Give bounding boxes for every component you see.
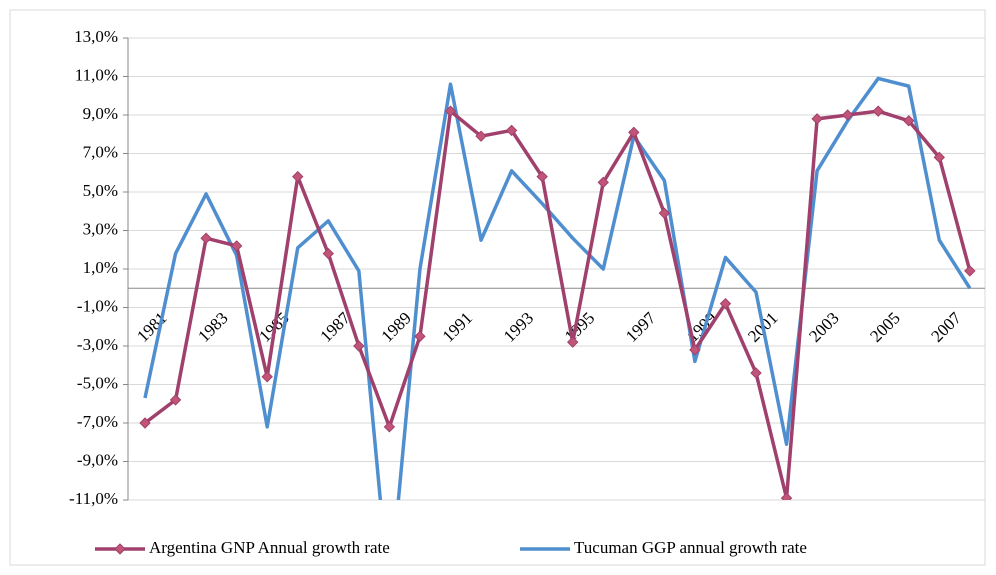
y-tick-label: -1,0% <box>77 296 118 315</box>
marker <box>933 151 946 164</box>
y-tick-label: -9,0% <box>77 450 118 469</box>
marker <box>353 340 365 352</box>
marker <box>964 265 976 277</box>
marker <box>566 336 579 348</box>
marker <box>383 421 396 433</box>
marker <box>475 130 487 142</box>
marker <box>414 330 426 343</box>
y-tick-label: 9,0% <box>83 104 118 123</box>
legend-label: Argentina GNP Annual growth rate <box>149 538 390 557</box>
marker <box>169 394 182 406</box>
marker <box>658 207 671 219</box>
marker <box>139 417 151 429</box>
y-tick-label: -7,0% <box>77 412 118 431</box>
y-tick-label: -5,0% <box>77 373 118 392</box>
marker <box>689 344 701 356</box>
legend-marker <box>114 543 126 555</box>
marker <box>780 492 793 500</box>
y-tick-label: -3,0% <box>77 335 118 354</box>
marker <box>750 367 762 379</box>
marker <box>719 297 732 310</box>
chart-frame <box>9 9 986 566</box>
marker <box>230 240 243 252</box>
series-line <box>143 76 972 500</box>
y-tick-label: -11,0% <box>69 489 118 508</box>
marker <box>628 126 640 139</box>
marker <box>505 124 518 137</box>
marker <box>322 247 335 260</box>
y-tick-label: 13,0% <box>74 27 118 46</box>
marker <box>811 113 823 125</box>
marker <box>444 105 457 117</box>
y-tick-label: 3,0% <box>83 219 118 238</box>
marker <box>261 371 273 383</box>
y-tick-label: 5,0% <box>83 181 118 200</box>
series-line <box>143 109 972 500</box>
y-tick-label: 11,0% <box>75 65 118 84</box>
marker <box>597 176 609 189</box>
y-tick-label: 1,0% <box>83 258 118 277</box>
plot-area <box>139 76 976 500</box>
legend-label: Tucuman GGP annual growth rate <box>574 538 807 557</box>
marker <box>536 170 548 183</box>
marker <box>292 170 304 183</box>
marker <box>872 105 884 117</box>
y-tick-label: 7,0% <box>83 142 118 161</box>
marker <box>200 232 212 244</box>
marker <box>903 115 915 127</box>
marker <box>841 109 854 121</box>
